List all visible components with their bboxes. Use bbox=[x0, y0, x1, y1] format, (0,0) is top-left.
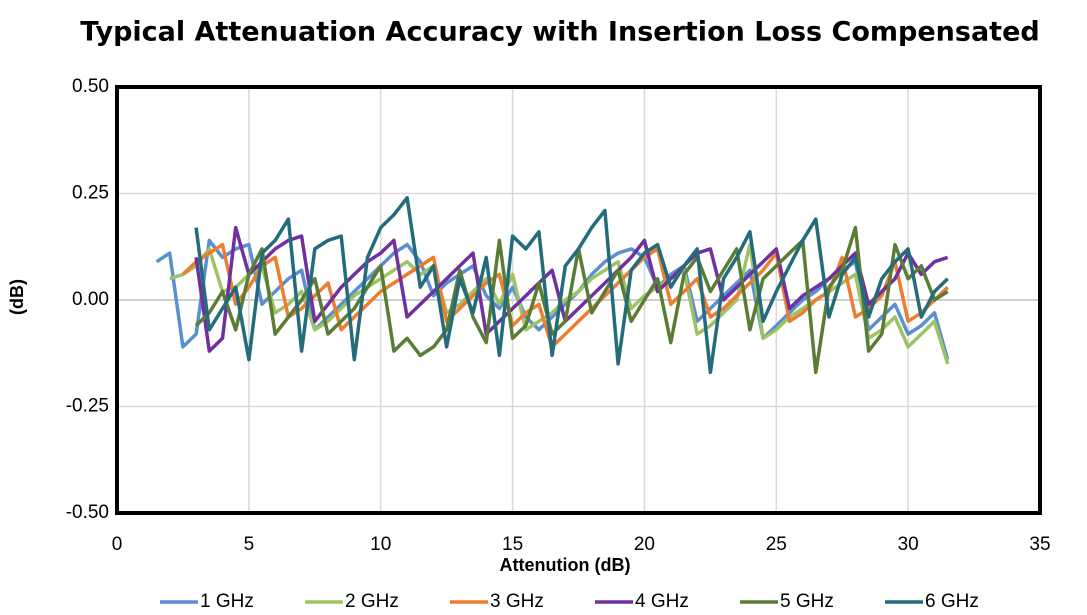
x-axis-label: Attenution (dB) bbox=[500, 555, 631, 575]
legend: 1 GHz 2 GHz 3 GHz 4 GHz 5 GHz 6 GHz bbox=[160, 591, 979, 612]
series-line bbox=[194, 225, 949, 375]
legend-label: 3 GHz bbox=[490, 591, 544, 612]
y-tick-label: 0.25 bbox=[72, 183, 109, 204]
plot-border bbox=[115, 85, 1042, 515]
x-tick-label: 35 bbox=[1029, 534, 1050, 555]
y-tick-label: 0.50 bbox=[72, 76, 109, 97]
legend-label: 6 GHz bbox=[925, 591, 979, 612]
y-tick-label: 0.00 bbox=[72, 289, 109, 310]
x-tick-label: 10 bbox=[370, 534, 391, 555]
y-tick-label: -0.25 bbox=[66, 396, 109, 417]
y-tick-label: -0.50 bbox=[66, 502, 109, 523]
lines bbox=[155, 196, 950, 375]
x-tick-label: 20 bbox=[634, 534, 655, 555]
x-tick-label: 5 bbox=[244, 534, 255, 555]
x-tick-label: 15 bbox=[502, 534, 523, 555]
legend-label: 4 GHz bbox=[635, 591, 689, 612]
chart-title: Typical Attenuation Accuracy with Insert… bbox=[80, 17, 1039, 48]
y-axis-label: (dB) bbox=[7, 279, 27, 315]
legend-label: 2 GHz bbox=[345, 591, 399, 612]
series-line bbox=[194, 196, 949, 375]
series-line bbox=[155, 238, 950, 361]
x-tick-label: 30 bbox=[898, 534, 919, 555]
x-tick-label: 0 bbox=[112, 534, 123, 555]
x-tick-label: 25 bbox=[766, 534, 787, 555]
legend-label: 5 GHz bbox=[780, 591, 834, 612]
legend-label: 1 GHz bbox=[200, 591, 254, 612]
